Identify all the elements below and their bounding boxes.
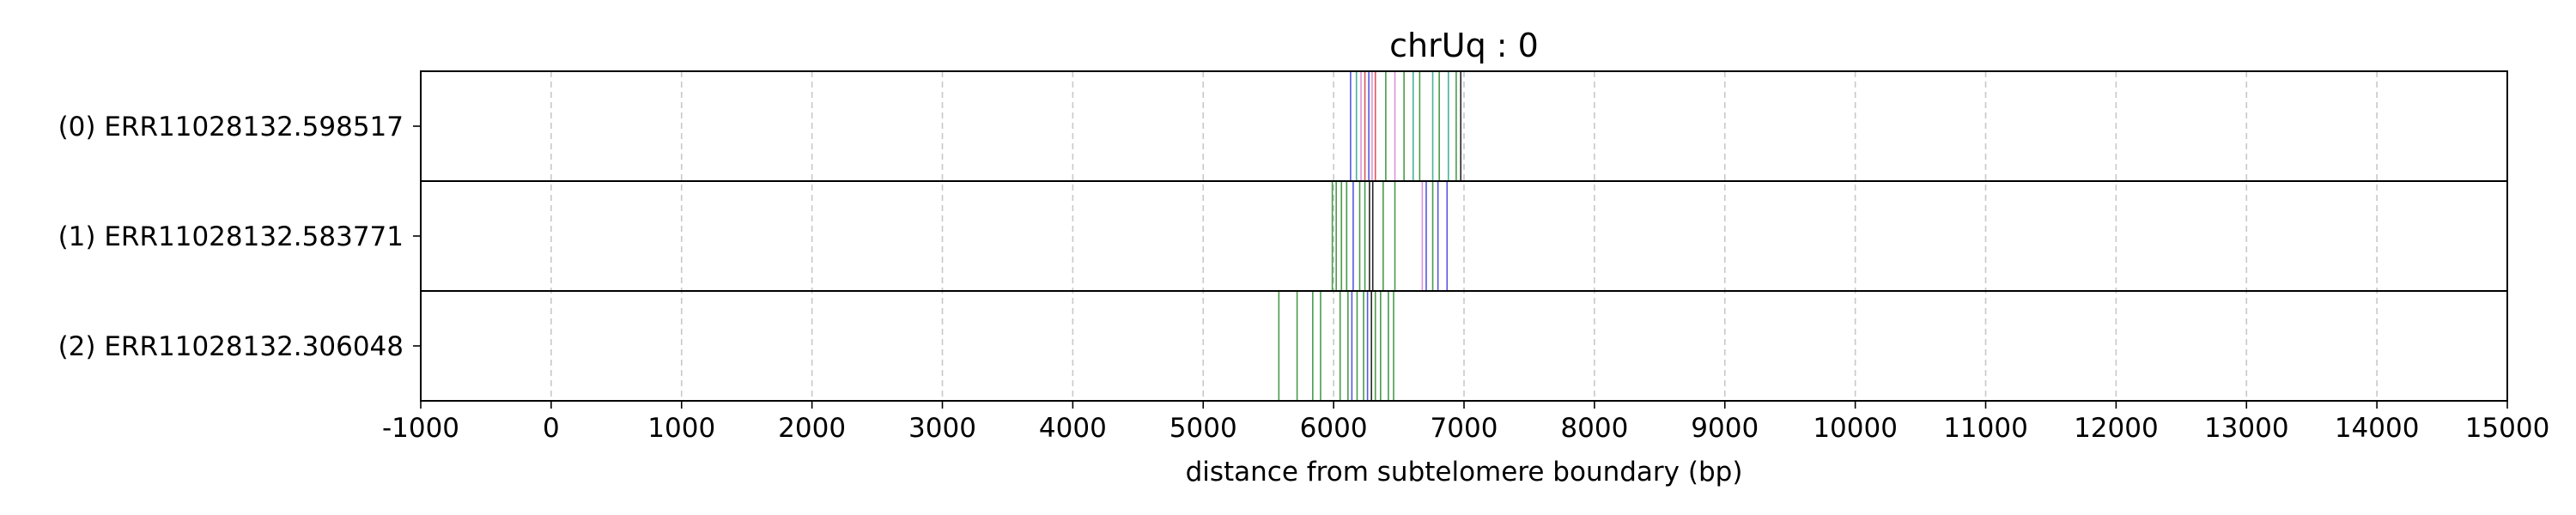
x-tick-label: 0 [543,413,560,444]
x-tick-label: 5000 [1170,413,1237,444]
grid-lines [420,71,2508,401]
x-tick-label: 8000 [1560,413,1628,444]
x-tick-label: 6000 [1300,413,1368,444]
row-labels: (0) ERR11028132.598517 (1) ERR11028132.58… [58,112,421,362]
x-axis-label: distance from subtelomere boundary (bp) [1186,457,1743,488]
x-tick-label: 2000 [778,413,846,444]
x-axis: -1000 0 1000 2000 3000 4000 5000 6000 7000 8000 90… [382,401,2549,444]
row-label: (1) ERR11028132.583771 [58,221,404,252]
x-tick-label: 15000 [2465,413,2550,444]
x-tick-label: 13000 [2204,413,2289,444]
x-tick-label: 4000 [1039,413,1107,444]
x-tick-label: -1000 [382,413,459,444]
x-tick-label: 12000 [2074,413,2159,444]
x-tick-label: 14000 [2335,413,2420,444]
x-tick-label: 11000 [1943,413,2028,444]
row-label: (0) ERR11028132.598517 [58,112,404,142]
x-tick-label: 9000 [1691,413,1759,444]
read-marks [1278,71,1462,401]
x-tick-label: 10000 [1813,413,1898,444]
x-tick-label: 3000 [908,413,976,444]
chart-title: chrUq : 0 [1389,27,1539,64]
x-tick-label: 7000 [1431,413,1498,444]
row-label: (2) ERR11028132.306048 [58,331,404,362]
x-tick-label: 1000 [647,413,715,444]
